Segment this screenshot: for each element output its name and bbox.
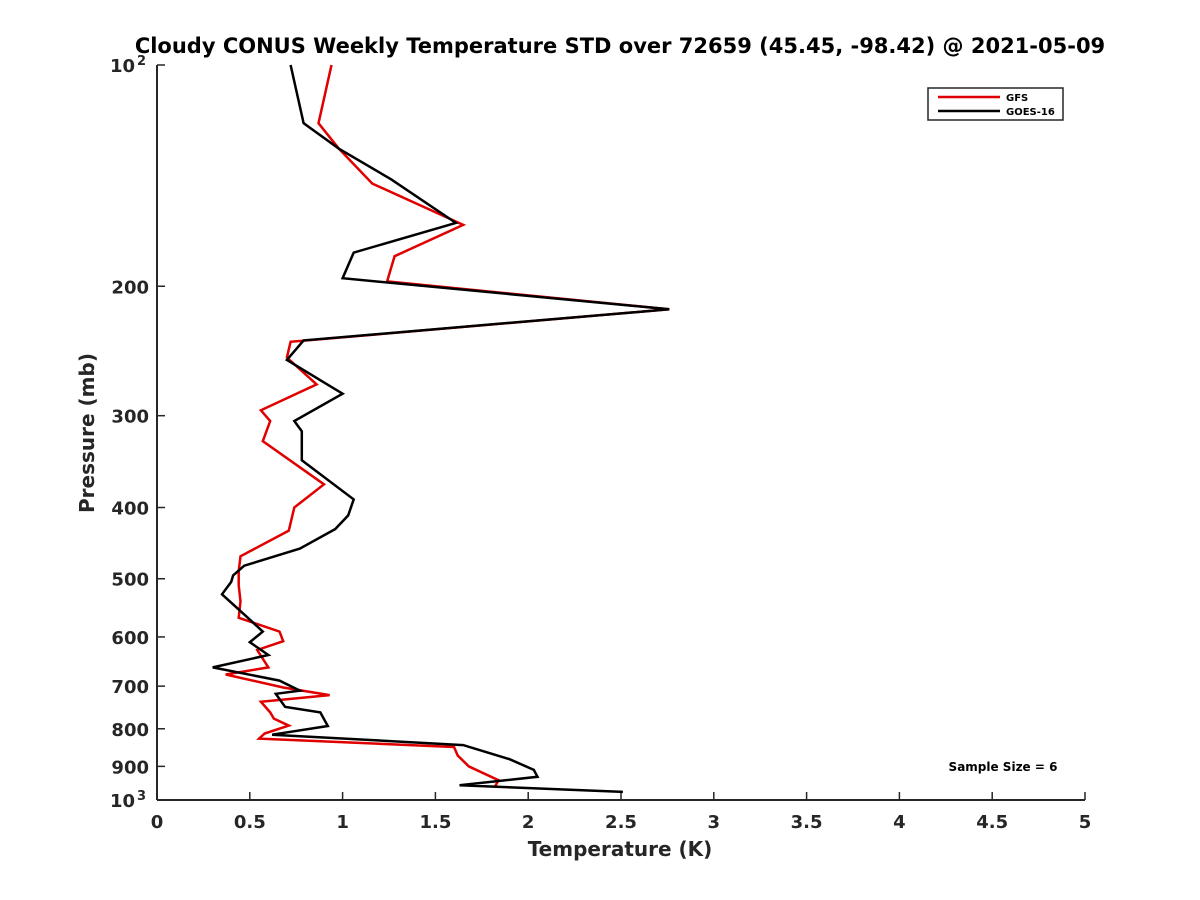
series-layer <box>212 64 670 794</box>
y-tick-label: 300 <box>111 407 149 428</box>
y-tick-label: 700 <box>111 677 149 698</box>
sample-size-annotation: Sample Size = 6 <box>949 760 1058 774</box>
y-tick-label: 10 <box>110 56 135 77</box>
y-tick-label: 900 <box>111 757 149 778</box>
x-ticks: 0 0.5 1 1.5 2 2.5 3 3.5 4 4.5 5 <box>151 792 1092 833</box>
x-tick-label: 3 <box>708 812 721 833</box>
legend-box <box>927 87 1064 121</box>
x-tick-label: 4 <box>893 812 906 833</box>
y-tick-label: 10 <box>110 791 135 812</box>
x-tick-label: 0 <box>151 812 164 833</box>
x-axis-label: Temperature (K) <box>528 837 713 861</box>
legend-label-goes16: GOES-16 <box>1006 107 1055 118</box>
x-tick-label: 2 <box>522 812 535 833</box>
y-tick-label: 200 <box>111 277 149 298</box>
y-tick-exponent: 2 <box>137 54 146 69</box>
y-tick-label: 500 <box>111 570 149 591</box>
y-tick-label: 600 <box>111 628 149 649</box>
y-tick-exponent: 3 <box>137 789 146 804</box>
series-line-goes-16 <box>212 64 670 794</box>
x-tick-label: 3.5 <box>791 812 823 833</box>
x-tick-label: 4.5 <box>976 812 1008 833</box>
chart-title: Cloudy CONUS Weekly Temperature STD over… <box>135 34 1105 58</box>
y-axis-label: Pressure (mb) <box>75 353 99 513</box>
x-tick-label: 1 <box>336 812 349 833</box>
y-tick-label: 800 <box>111 720 149 741</box>
x-tick-label: 0.5 <box>234 812 266 833</box>
x-tick-label: 2.5 <box>605 812 637 833</box>
x-tick-label: 5 <box>1079 812 1092 833</box>
x-tick-label: 1.5 <box>419 812 451 833</box>
series-line-gfs <box>225 64 670 788</box>
y-tick-label: 400 <box>111 499 149 520</box>
legend: GFS GOES-16 <box>927 87 1064 121</box>
legend-label-gfs: GFS <box>1006 93 1028 104</box>
